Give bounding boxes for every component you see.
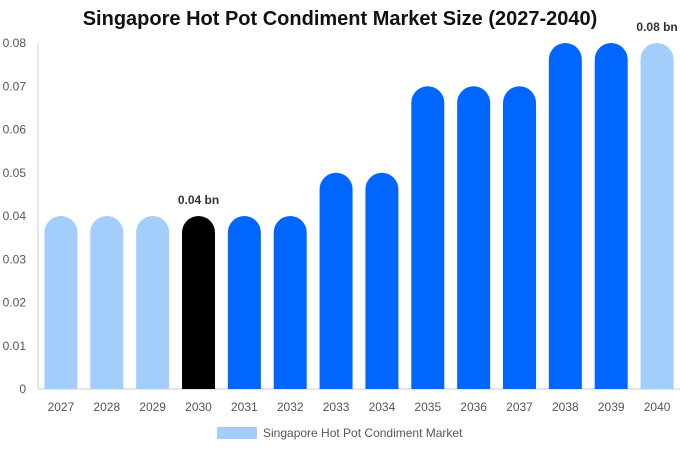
y-tick-label: 0.03 [3,252,27,266]
bar-2035 [411,86,445,390]
y-tick-label: 0.05 [3,166,27,180]
data-label: 0.08 bn [636,20,677,34]
bar-2030 [182,216,215,389]
bar-2029 [136,216,170,389]
y-tick-label: 0.04 [3,209,27,223]
x-tick-label: 2033 [323,400,350,414]
bar-2036 [457,86,491,390]
y-tick-label: 0.08 [3,36,27,50]
x-tick-label: 2037 [506,400,533,414]
data-label: 0.04 bn [178,193,219,207]
x-tick-label: 2034 [369,400,396,414]
bar-2037 [503,86,536,389]
x-tick-label: 2035 [414,400,441,414]
y-tick-label: 0 [19,382,26,396]
x-tick-label: 2030 [185,400,212,414]
legend-label: Singapore Hot Pot Condiment Market [263,426,463,440]
y-tick-label: 0.02 [3,296,27,310]
x-tick-label: 2031 [231,400,258,414]
bar-2033 [319,172,353,389]
x-tick-label: 2032 [277,400,304,414]
y-tick-label: 0.01 [3,339,27,353]
x-tick-label: 2027 [48,400,75,414]
x-tick-label: 2039 [598,400,625,414]
bar-2038 [548,43,582,390]
bar-2034 [365,172,399,389]
y-tick-label: 0.07 [3,79,27,93]
legend-swatch [217,427,257,439]
chart-title: Singapore Hot Pot Condiment Market Size … [82,8,598,30]
bar-2032 [273,216,307,389]
bar-2040 [640,43,674,390]
bar-2039 [594,43,628,390]
bar-2027 [44,216,78,389]
bar-2028 [90,216,124,389]
x-tick-label: 2028 [93,400,120,414]
x-tick-label: 2038 [552,400,579,414]
bar-2031 [227,216,261,389]
x-tick-label: 2036 [460,400,487,414]
x-tick-label: 2040 [644,400,671,414]
y-tick-label: 0.06 [3,123,27,137]
x-tick-label: 2029 [139,400,166,414]
